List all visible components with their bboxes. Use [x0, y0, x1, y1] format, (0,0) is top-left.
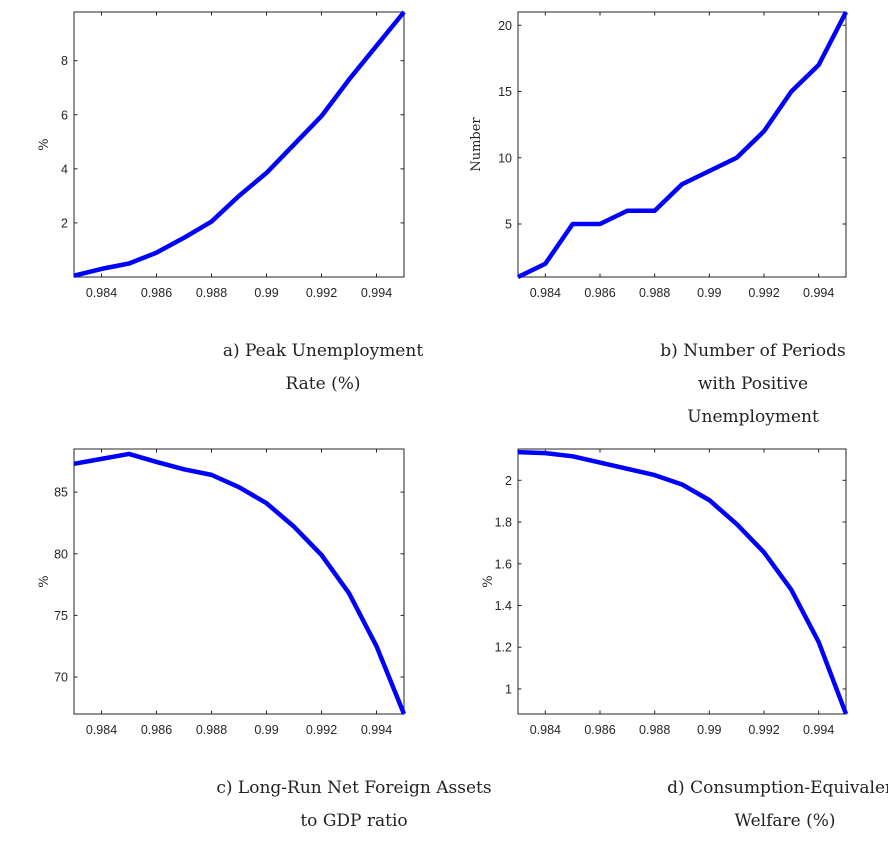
x-tick-label-c-5: 0.994: [361, 723, 392, 737]
y-tick-label-a-1: 4: [61, 162, 68, 176]
x-tick-label-d-4: 0.992: [748, 723, 779, 737]
series-line-a: [73, 10, 406, 278]
y-tick-label-d-1: 1.2: [495, 641, 512, 655]
y-tick-label-b-3: 20: [498, 19, 512, 33]
y-axis-label-a: %: [37, 138, 52, 150]
x-tick-label-a-5: 0.994: [361, 286, 392, 300]
series-line-d: [517, 449, 849, 715]
y-axis-label-c: %: [37, 575, 52, 587]
x-tick-label-b-4: 0.992: [748, 286, 779, 300]
plot-frame-c: [73, 448, 405, 715]
chart-panel-c: 0.984 0.986 0.988 0.99 0.992 0.994 70 75 80 85%: [37, 448, 407, 737]
x-tick-label-b-2: 0.988: [639, 286, 670, 300]
y-tick-label-b-2: 15: [498, 85, 512, 99]
y-tick-label-c-0: 70: [54, 671, 68, 685]
x-tick-label-a-1: 0.986: [141, 286, 172, 300]
x-tick-label-c-2: 0.988: [196, 723, 227, 737]
x-tick-label-d-3: 0.99: [697, 723, 721, 737]
y-tick-label-a-0: 2: [61, 216, 68, 230]
y-tick-label-d-5: 2: [505, 474, 512, 488]
series-line-c: [73, 451, 407, 715]
x-tick-label-c-4: 0.992: [306, 723, 337, 737]
y-tick-label-d-3: 1.6: [495, 557, 512, 571]
y-tick-label-c-3: 85: [54, 486, 68, 500]
y-tick-label-d-4: 1.8: [495, 516, 512, 530]
series-line-b: [517, 10, 848, 280]
plot-frame-b: [517, 11, 847, 278]
x-tick-label-b-5: 0.994: [803, 286, 834, 300]
y-tick-label-b-1: 10: [498, 151, 512, 165]
y-axis-label-b: Number: [469, 117, 484, 172]
y-axis-label-d: %: [481, 575, 496, 587]
chart-panel-d: 0.984 0.986 0.988 0.99 0.992 0.994 1 1.2 1.4 1.6 1…: [481, 448, 849, 737]
y-tick-label-b-0: 5: [505, 218, 512, 232]
x-tick-label-c-3: 0.99: [254, 723, 278, 737]
y-tick-label-d-0: 1: [505, 682, 512, 696]
x-tick-label-d-0: 0.984: [530, 723, 561, 737]
x-tick-label-b-1: 0.986: [584, 286, 615, 300]
plot-frame-a: [73, 11, 405, 278]
y-tick-label-a-2: 6: [61, 108, 68, 122]
caption-d: d) Consumption-Equivalent Welfare (%): [667, 778, 888, 831]
x-tick-label-a-3: 0.99: [254, 286, 278, 300]
chart-panel-b: 0.984 0.986 0.988 0.99 0.992 0.994 5 10 15 20 Numb…: [469, 10, 848, 300]
x-tick-label-a-0: 0.984: [86, 286, 117, 300]
chart-panel-a: 0.984 0.986 0.988 0.99 0.992 0.994 2 4 6 8%: [37, 10, 406, 300]
caption-a: a) Peak Unemployment Rate (%): [222, 341, 424, 394]
plot-frame-d: [517, 448, 847, 715]
x-tick-label-d-5: 0.994: [803, 723, 834, 737]
caption-c: c) Long-Run Net Foreign Assets to GDP ra…: [216, 778, 492, 831]
y-tick-label-d-2: 1.4: [495, 599, 512, 613]
x-tick-label-c-1: 0.986: [141, 723, 172, 737]
y-tick-label-a-3: 8: [61, 54, 68, 68]
x-tick-label-c-0: 0.984: [86, 723, 117, 737]
y-tick-label-c-2: 80: [54, 547, 68, 561]
x-tick-label-d-2: 0.988: [639, 723, 670, 737]
y-tick-label-c-1: 75: [54, 609, 68, 623]
x-tick-label-a-2: 0.988: [196, 286, 227, 300]
x-tick-label-d-1: 0.986: [584, 723, 615, 737]
x-tick-label-a-4: 0.992: [306, 286, 337, 300]
x-tick-label-b-0: 0.984: [530, 286, 561, 300]
x-tick-label-b-3: 0.99: [697, 286, 721, 300]
caption-b: b) Number of Periods with Positive Unemp…: [660, 341, 846, 427]
